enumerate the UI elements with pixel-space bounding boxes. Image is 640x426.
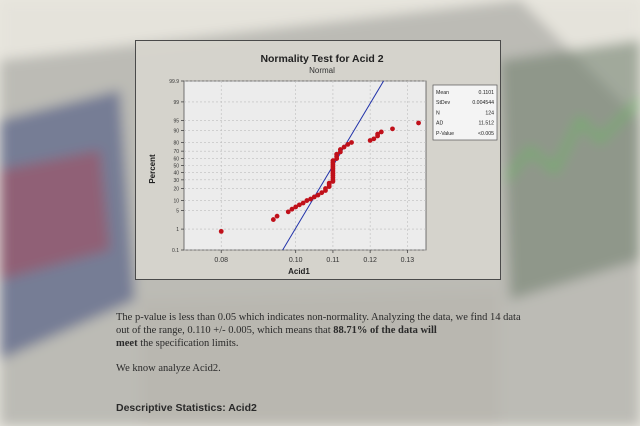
y-tick-label: 20 [173, 187, 179, 193]
analysis-highlight: 88.71% of the data will [333, 325, 437, 336]
y-axis-label: Percent [148, 154, 157, 184]
analysis-text-end: the specification limits. [137, 338, 239, 349]
x-axis-label: Acid1 [288, 267, 310, 276]
data-point [300, 200, 306, 206]
data-point [315, 192, 321, 198]
y-tick-label: 40 [173, 170, 179, 176]
data-point [274, 213, 280, 219]
y-tick-label: 0.1 [172, 248, 179, 254]
analysis-highlight-meet: meet [116, 338, 138, 349]
y-tick-label: 60 [173, 157, 179, 163]
data-point [218, 228, 224, 234]
y-tick-label: 30 [173, 178, 179, 184]
data-point [334, 151, 340, 157]
data-point [371, 136, 377, 142]
section-heading: Descriptive Statistics: Acid2 [116, 402, 257, 414]
data-point [367, 138, 373, 143]
x-tick-label: 0.11 [326, 257, 339, 264]
y-tick-label: 70 [173, 149, 179, 155]
data-point [311, 194, 317, 200]
stats-value: 0.1101 [479, 90, 495, 96]
stats-box [432, 84, 498, 141]
stats-value: 0.004544 [472, 100, 494, 106]
stats-label: Mean [436, 90, 449, 96]
y-tick-label: 80 [173, 140, 179, 146]
data-point [349, 140, 354, 145]
data-point [390, 126, 395, 132]
data-point [341, 144, 347, 150]
y-tick-label: 99.9 [169, 79, 179, 85]
normality-chart: 0.08 0.10 0.11 0.12 0.130.115102030405060708… [148, 53, 498, 276]
data-point [345, 141, 351, 147]
data-point [326, 180, 332, 186]
y-tick-label: 1 [176, 227, 179, 233]
data-point [293, 204, 299, 210]
stats-value: 11.512 [479, 121, 495, 127]
x-tick-label: 0.12 [363, 257, 377, 264]
data-point [297, 202, 302, 208]
y-tick-label: 99 [173, 100, 179, 106]
y-tick-label: 90 [173, 128, 179, 134]
data-point [308, 196, 313, 202]
stats-value: 124 [485, 110, 494, 116]
stats-label: P-Value [436, 131, 454, 137]
y-tick-label: 50 [173, 164, 179, 170]
y-tick-label: 95 [173, 119, 179, 125]
y-tick-label: 10 [173, 199, 179, 205]
data-point [289, 206, 295, 212]
data-point [378, 129, 384, 135]
data-point [330, 158, 336, 164]
y-tick-label: 5 [176, 208, 179, 214]
data-point [285, 209, 291, 215]
stats-value: <0.005 [478, 131, 494, 137]
x-tick-label: 0.13 [401, 257, 415, 264]
chart-title: Normality Test for Acid 2 [260, 53, 383, 65]
x-tick-label: 0.08 [214, 257, 228, 264]
analysis-paragraph: The p-value is less than 0.05 which indi… [116, 311, 536, 350]
data-point [323, 186, 328, 191]
stats-label: StDev [436, 100, 451, 106]
data-point [375, 131, 380, 137]
x-tick-label: 0.10 [289, 257, 303, 264]
data-point [416, 120, 421, 126]
stats-label: AD [436, 121, 443, 127]
data-point [337, 147, 343, 152]
stats-label: N [436, 110, 440, 116]
normality-plot-panel: 0.08 0.10 0.11 0.12 0.13 0.1 1 5 10 20 30 40 50 60 70 8… [135, 40, 501, 280]
data-point [319, 190, 325, 196]
next-step-paragraph: We know analyze Acid2. [116, 363, 221, 374]
data-point [270, 217, 276, 222]
data-point [304, 198, 310, 203]
chart-subtitle: Normal [309, 66, 335, 75]
analysis-text: The p-value is less than 0.05 which indi… [116, 312, 521, 336]
